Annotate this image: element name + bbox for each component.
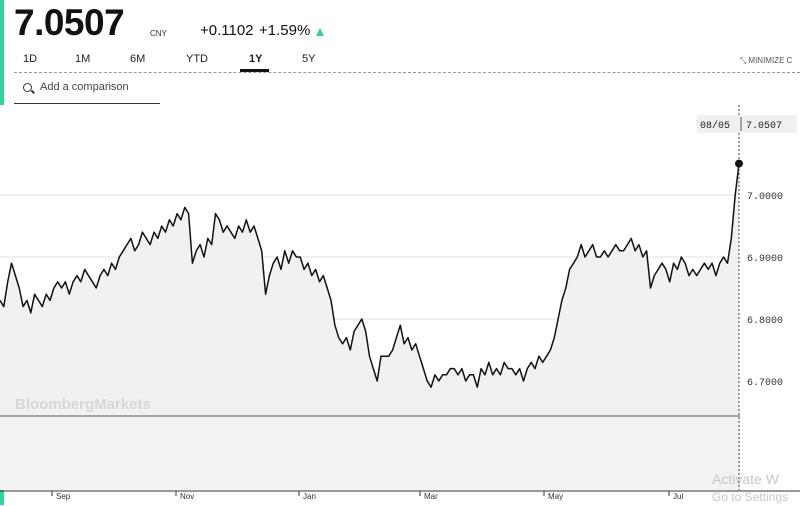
price-change-percent: +1.59% — [259, 22, 311, 39]
y-tick-label: 6.7000 — [747, 378, 783, 389]
activation-watermark-title: Activate W — [712, 471, 779, 487]
comparison-search[interactable] — [14, 78, 160, 104]
tab-ytd[interactable]: YTD — [186, 53, 208, 65]
x-tick-label: Sep — [56, 492, 71, 501]
x-tick-label: Mar — [424, 492, 438, 501]
x-tick-label: May — [548, 492, 563, 501]
x-tick-label: Jul — [673, 492, 683, 501]
x-tick-label: Nov — [180, 492, 194, 501]
tab-5y[interactable]: 5Y — [302, 53, 316, 65]
crosshair-date: 08/05 — [700, 120, 730, 132]
price-chart[interactable]: 7.0000 6.9000 6.8000 6.7000 BloombergMarkets… — [0, 105, 800, 505]
tab-6m[interactable]: 6M — [130, 53, 146, 65]
active-tab-indicator — [240, 69, 269, 72]
time-range-tabs: 1D 1M 6M YTD 1Y 5Y ⤡ MINIMIZE C — [14, 52, 800, 73]
tab-1d[interactable]: 1D — [23, 53, 38, 65]
minimize-chart-button[interactable]: ⤡ MINIMIZE C — [740, 56, 800, 66]
price-line — [0, 163, 740, 388]
price-change: +0.1102 — [200, 22, 254, 39]
crosshair-value: 7.0507 — [746, 121, 782, 132]
tab-1m[interactable]: 1M — [75, 53, 91, 65]
price-area — [0, 163, 739, 490]
up-arrow-icon — [316, 28, 324, 36]
price-value: 7.0507 — [14, 2, 125, 43]
search-icon — [23, 83, 32, 92]
activation-watermark: Activate W Go to Settings — [712, 470, 788, 506]
comparison-input[interactable] — [40, 81, 158, 93]
y-tick-label: 6.8000 — [747, 316, 783, 327]
y-tick-label: 6.9000 — [747, 254, 783, 265]
collapse-icon: ⤡ — [740, 56, 747, 65]
currency-code: CNY — [150, 29, 167, 38]
brand-watermark: BloombergMarkets — [15, 396, 151, 413]
activation-watermark-subtitle: Go to Settings — [712, 490, 789, 504]
last-point-marker — [735, 159, 743, 168]
minimize-label: MINIMIZE C — [748, 56, 793, 65]
lower-panel — [0, 416, 740, 490]
tab-1y[interactable]: 1Y — [249, 53, 263, 65]
y-tick-label: 7.0000 — [747, 192, 783, 203]
crosshair-label-box — [697, 115, 797, 133]
x-tick-label: Jan — [303, 492, 316, 501]
